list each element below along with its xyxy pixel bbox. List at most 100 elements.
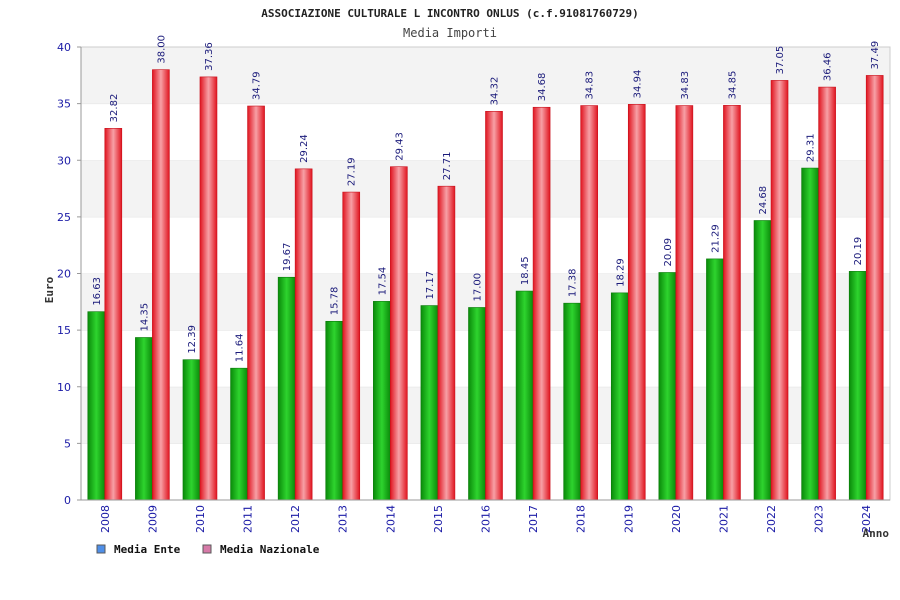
bar-media-ente xyxy=(182,359,201,501)
chart-subtitle: Media Importi xyxy=(403,26,497,40)
value-label-media-ente: 11.64 xyxy=(235,334,246,363)
bar-media-ente xyxy=(658,272,677,501)
y-axis-label: Euro xyxy=(43,276,56,303)
value-label-media-nazionale: 34.32 xyxy=(490,77,501,106)
x-tick-label: 2008 xyxy=(99,505,112,533)
value-label-media-ente: 17.54 xyxy=(377,267,388,296)
bar-media-ente xyxy=(325,320,344,501)
bar-media-nazionale xyxy=(294,168,313,501)
bar-media-ente xyxy=(230,367,248,501)
bar-media-nazionale xyxy=(675,105,694,501)
y-tick-label: 30 xyxy=(57,154,71,167)
value-label-media-ente: 20.19 xyxy=(853,237,864,266)
x-tick-label: 2021 xyxy=(717,505,730,533)
chart-title: ASSOCIAZIONE CULTURALE L INCONTRO ONLUS … xyxy=(261,7,639,20)
value-label-media-nazionale: 36.46 xyxy=(823,52,834,81)
y-tick-label: 5 xyxy=(64,437,71,450)
value-label-media-nazionale: 27.71 xyxy=(442,152,453,181)
bar-media-ente xyxy=(87,311,106,501)
y-tick-label: 35 xyxy=(57,98,71,111)
bar-media-nazionale xyxy=(770,80,789,501)
value-label-media-nazionale: 34.94 xyxy=(632,70,643,99)
value-label-media-ente: 15.78 xyxy=(330,287,341,316)
x-tick-label: 2010 xyxy=(194,505,207,533)
bar-media-ente xyxy=(706,258,724,501)
value-label-media-ente: 16.63 xyxy=(92,277,103,306)
bar-media-ente xyxy=(610,292,629,501)
x-tick-label: 2022 xyxy=(765,505,778,533)
value-label-media-nazionale: 29.24 xyxy=(299,134,310,163)
value-label-media-nazionale: 27.19 xyxy=(347,157,358,186)
y-tick-label: 40 xyxy=(57,41,71,54)
y-tick-label: 20 xyxy=(57,268,71,281)
bar-media-ente xyxy=(515,290,534,501)
y-tick-label: 0 xyxy=(64,494,71,507)
value-label-media-ente: 17.38 xyxy=(568,269,579,298)
x-tick-label: 2018 xyxy=(575,505,588,533)
bar-media-nazionale xyxy=(485,111,503,501)
value-label-media-ente: 18.29 xyxy=(615,258,626,287)
y-tick-label: 10 xyxy=(57,381,71,394)
x-tick-label: 2011 xyxy=(242,505,255,533)
bar-media-nazionale xyxy=(580,105,598,501)
value-label-media-ente: 24.68 xyxy=(758,186,769,215)
value-label-media-ente: 29.31 xyxy=(806,133,817,162)
value-label-media-ente: 12.39 xyxy=(187,325,198,354)
x-tick-label: 2012 xyxy=(289,505,302,533)
bar-media-nazionale xyxy=(532,106,551,501)
x-tick-label: 2013 xyxy=(337,505,350,533)
bar-media-ente xyxy=(277,276,296,501)
legend-label-media-ente: Media Ente xyxy=(114,543,181,556)
bar-media-ente xyxy=(373,301,391,501)
y-axis: 0 5 10 15 20 25 30 35 40 xyxy=(57,41,82,507)
value-label-media-nazionale: 37.05 xyxy=(775,46,786,75)
value-label-media-nazionale: 29.43 xyxy=(394,132,405,161)
bar-media-ente xyxy=(468,307,486,501)
value-label-media-nazionale: 37.49 xyxy=(870,41,881,70)
bar-media-nazionale xyxy=(865,75,884,501)
bar-media-ente xyxy=(135,337,153,501)
value-label-media-nazionale: 34.83 xyxy=(585,71,596,100)
x-tick-label: 2009 xyxy=(146,505,159,533)
value-label-media-ente: 19.67 xyxy=(282,243,293,272)
y-tick-label: 15 xyxy=(57,324,71,337)
value-label-media-nazionale: 34.85 xyxy=(727,71,738,100)
value-label-media-nazionale: 32.82 xyxy=(109,94,120,123)
bars-group xyxy=(87,69,884,501)
bar-media-ente xyxy=(753,220,772,501)
value-label-media-ente: 18.45 xyxy=(520,256,531,285)
bar-media-ente xyxy=(420,305,439,501)
value-label-media-ente: 17.17 xyxy=(425,271,436,300)
bar-media-nazionale xyxy=(247,105,265,501)
x-tick-label: 2016 xyxy=(480,505,493,533)
bar-media-nazionale xyxy=(199,76,218,501)
value-label-media-ente: 20.09 xyxy=(663,238,674,267)
value-labels-group: 16.63 32.82 14.35 38.00 12.39 37.36 11.64 34.79… xyxy=(92,35,881,362)
bar-media-nazionale xyxy=(627,104,646,501)
x-tick-label: 2015 xyxy=(432,505,445,533)
bar-media-ente xyxy=(801,167,819,501)
x-tick-label: 2014 xyxy=(384,505,397,533)
bar-media-ente xyxy=(848,271,867,501)
value-label-media-ente: 14.35 xyxy=(139,303,150,332)
bar-media-nazionale xyxy=(390,166,408,501)
legend-swatch-media-nazionale xyxy=(202,544,212,554)
bar-media-nazionale xyxy=(152,69,170,501)
legend-label-media-nazionale: Media Nazionale xyxy=(220,543,320,556)
value-label-media-nazionale: 38.00 xyxy=(156,35,167,64)
y-tick-label: 25 xyxy=(57,211,71,224)
x-tick-label: 2019 xyxy=(622,505,635,533)
x-axis: 2008 2009 2010 2011 2012 2013 2014 2015 2016 2017… xyxy=(81,499,890,533)
x-tick-label: 2024 xyxy=(860,505,873,533)
bar-media-nazionale xyxy=(437,185,456,501)
x-tick-label: 2020 xyxy=(670,505,683,533)
value-label-media-nazionale: 34.68 xyxy=(537,73,548,102)
x-tick-label: 2023 xyxy=(813,505,826,533)
bar-media-ente xyxy=(563,302,581,501)
bar-media-nazionale xyxy=(723,105,741,501)
legend: Media Ente Media Nazionale xyxy=(96,543,320,556)
x-tick-label: 2017 xyxy=(527,505,540,533)
value-label-media-ente: 17.00 xyxy=(473,273,484,302)
value-label-media-ente: 21.29 xyxy=(710,224,721,253)
